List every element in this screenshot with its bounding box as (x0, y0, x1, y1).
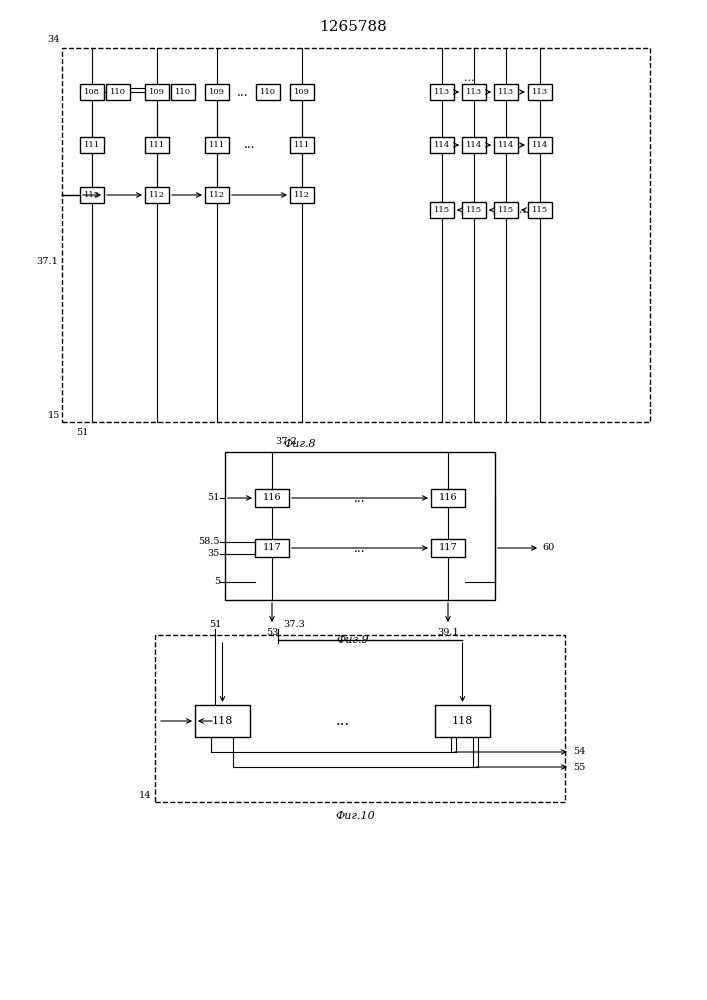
Bar (80, 187, 104, 203)
Text: 35: 35 (208, 550, 220, 558)
Bar (255, 489, 289, 507)
Text: 114: 114 (498, 141, 514, 149)
Text: 37.3: 37.3 (283, 620, 305, 629)
Text: 110: 110 (260, 88, 276, 96)
Text: 55: 55 (573, 762, 585, 772)
Text: 58.5: 58.5 (199, 538, 220, 546)
Text: 115: 115 (466, 206, 482, 214)
Text: Фиг.9: Фиг.9 (337, 635, 369, 645)
Bar (290, 187, 314, 203)
Text: 114: 114 (466, 141, 482, 149)
Text: 112: 112 (294, 191, 310, 199)
Bar (145, 84, 169, 100)
Bar (290, 137, 314, 153)
Text: 112: 112 (84, 191, 100, 199)
Bar (462, 84, 486, 100)
Bar (80, 137, 104, 153)
Bar (205, 84, 229, 100)
Bar (494, 84, 518, 100)
Text: 109: 109 (294, 88, 310, 96)
Bar (62, 48, 650, 422)
Text: 112: 112 (209, 191, 225, 199)
Bar (462, 137, 486, 153)
Text: 116: 116 (438, 493, 457, 502)
Bar (494, 202, 518, 218)
Bar (435, 705, 490, 737)
Text: 114: 114 (532, 141, 548, 149)
Text: 118: 118 (452, 716, 473, 726)
Text: 117: 117 (262, 544, 281, 552)
Text: 111: 111 (149, 141, 165, 149)
Bar (290, 84, 314, 100)
Text: 111: 111 (84, 141, 100, 149)
Text: 34: 34 (47, 35, 60, 44)
Text: 113: 113 (466, 88, 482, 96)
Text: 113: 113 (434, 88, 450, 96)
Text: 110: 110 (110, 88, 126, 96)
Bar (256, 84, 280, 100)
Bar (155, 635, 565, 802)
Text: ...: ... (464, 73, 474, 83)
Bar (171, 84, 195, 100)
Bar (431, 489, 465, 507)
Text: 109: 109 (209, 88, 225, 96)
Text: 37.1: 37.1 (36, 257, 58, 266)
Text: ...: ... (354, 542, 366, 554)
Text: 51: 51 (76, 428, 88, 437)
Text: ...: ... (335, 714, 350, 728)
Text: ...: ... (354, 491, 366, 504)
Bar (430, 137, 454, 153)
Text: 15: 15 (47, 411, 60, 420)
Text: 113: 113 (532, 88, 548, 96)
Bar (528, 202, 552, 218)
Bar (80, 84, 104, 100)
Text: ...: ... (244, 138, 256, 151)
Bar (431, 539, 465, 557)
Text: 60: 60 (542, 544, 554, 552)
Text: 115: 115 (434, 206, 450, 214)
Text: 51: 51 (208, 493, 220, 502)
Bar (430, 202, 454, 218)
Bar (205, 187, 229, 203)
Text: 111: 111 (294, 141, 310, 149)
Text: 39.1: 39.1 (437, 628, 459, 637)
Text: 116: 116 (263, 493, 281, 502)
Text: 115: 115 (498, 206, 514, 214)
Bar (205, 137, 229, 153)
Text: 108: 108 (84, 88, 100, 96)
Text: Фиг.8: Фиг.8 (284, 439, 316, 449)
Text: ...: ... (237, 86, 249, 99)
Text: 117: 117 (438, 544, 457, 552)
Text: 112: 112 (149, 191, 165, 199)
Bar (255, 539, 289, 557)
Text: ...: ... (519, 205, 530, 215)
Text: Фиг.10: Фиг.10 (335, 811, 375, 821)
Bar (462, 202, 486, 218)
Text: 113: 113 (498, 88, 514, 96)
Text: 51: 51 (209, 620, 221, 629)
Text: 14: 14 (139, 791, 151, 800)
Text: 109: 109 (149, 88, 165, 96)
Bar (528, 137, 552, 153)
Text: 115: 115 (532, 206, 548, 214)
Text: 54: 54 (573, 748, 585, 756)
Text: 5: 5 (214, 578, 220, 586)
Bar (106, 84, 130, 100)
Text: 118: 118 (212, 716, 233, 726)
Text: 1265788: 1265788 (319, 20, 387, 34)
Text: 37.2: 37.2 (275, 437, 297, 446)
Text: 53: 53 (266, 628, 278, 637)
Text: 114: 114 (434, 141, 450, 149)
Bar (145, 137, 169, 153)
Bar (494, 137, 518, 153)
Bar (225, 452, 495, 600)
Text: 111: 111 (209, 141, 225, 149)
Bar (195, 705, 250, 737)
Bar (528, 84, 552, 100)
Text: 110: 110 (175, 88, 191, 96)
Bar (430, 84, 454, 100)
Bar (145, 187, 169, 203)
